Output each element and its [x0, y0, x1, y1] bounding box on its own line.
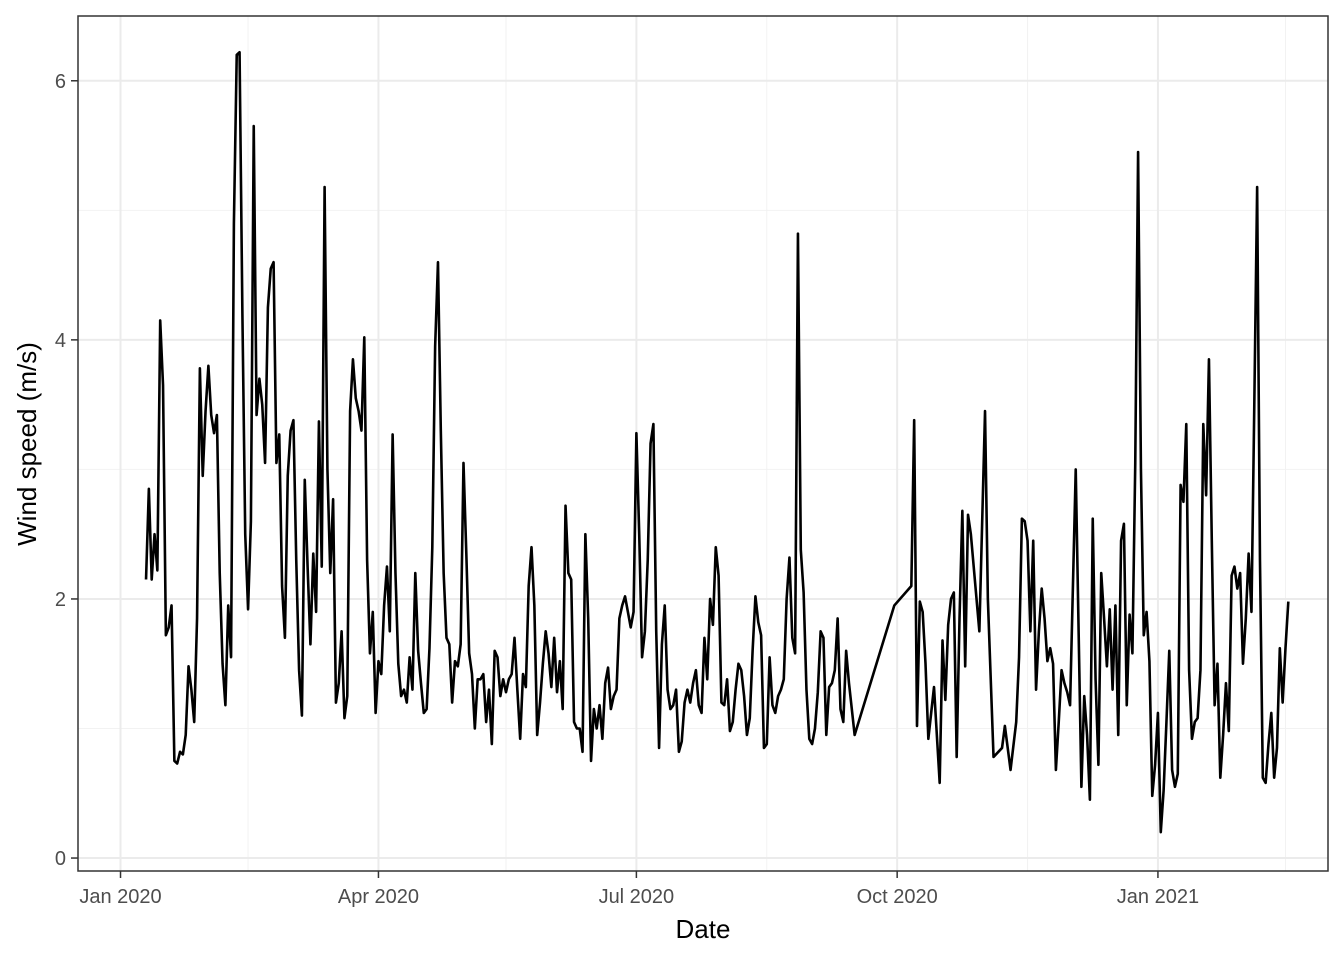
series-layer: [144, 50, 1290, 834]
x-tick-label: Oct 2020: [857, 886, 938, 908]
x-tick-label: Jul 2020: [599, 886, 675, 908]
plot-panel-border: [77, 15, 1329, 872]
y-tick-label: 2: [55, 589, 66, 611]
wind-speed-series-line: [144, 50, 1290, 834]
x-axis-title: Date: [676, 914, 731, 944]
x-tick-label: Apr 2020: [338, 886, 419, 908]
y-axis: 0 2 4 6: [55, 71, 78, 870]
x-tick-label: Jan 2021: [1117, 886, 1199, 908]
y-tick-label: 0: [55, 848, 66, 870]
x-tick-label: Jan 2020: [79, 886, 161, 908]
y-tick-label: 4: [55, 330, 66, 352]
y-axis-title: Wind speed (m/s): [12, 342, 42, 546]
y-tick-label: 6: [55, 71, 66, 93]
x-axis: Jan 2020 Apr 2020 Jul 2020 Oct 2020 Jan 2021: [79, 871, 1199, 908]
